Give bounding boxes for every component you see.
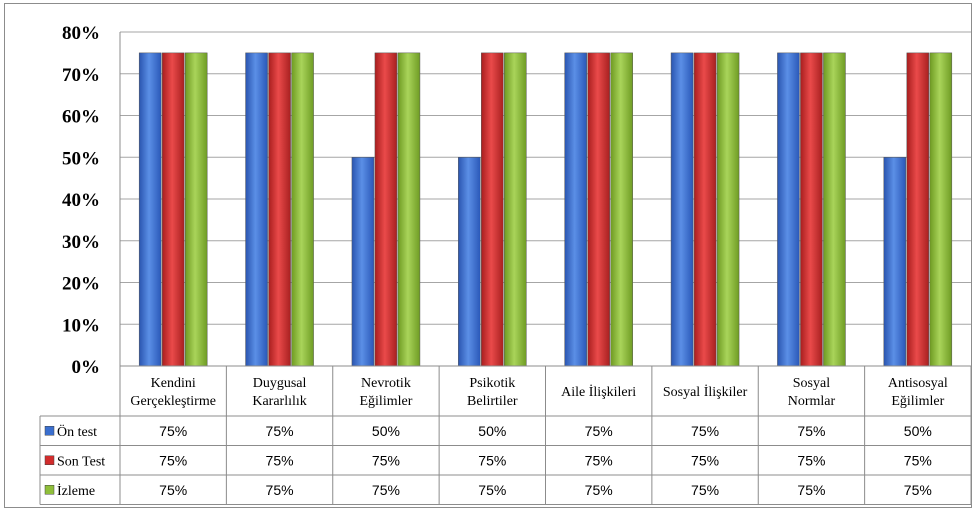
data-label: 75% xyxy=(159,423,187,439)
data-label: 75% xyxy=(797,482,825,498)
legend-label: İzleme xyxy=(57,483,95,499)
data-label: 75% xyxy=(904,452,932,468)
bar xyxy=(184,52,208,367)
y-tick-label: 60% xyxy=(62,107,100,128)
y-tick-label: 80% xyxy=(62,23,100,44)
bar xyxy=(800,52,823,367)
category-label: Eğilimler xyxy=(891,394,944,409)
category-label: Normlar xyxy=(788,394,836,409)
data-label: 50% xyxy=(372,423,400,439)
data-label: 50% xyxy=(904,423,932,439)
y-tick-label: 30% xyxy=(62,232,100,253)
y-tick-label: 20% xyxy=(62,274,100,295)
bar xyxy=(929,52,953,367)
category-label: Belirtiler xyxy=(467,394,518,409)
data-label: 75% xyxy=(691,482,719,498)
data-label: 75% xyxy=(904,482,932,498)
category-label: Duygusal xyxy=(253,376,307,391)
bar xyxy=(245,52,268,367)
bar xyxy=(374,52,398,367)
data-label: 75% xyxy=(159,482,187,498)
bar xyxy=(777,52,800,367)
category-label: Psikotik xyxy=(469,376,515,391)
legend-key xyxy=(44,485,55,495)
category-label: Nevrotik xyxy=(361,376,411,391)
category-label: Sosyal İlişkiler xyxy=(663,384,748,400)
bar xyxy=(587,52,610,367)
legend-key xyxy=(44,455,55,465)
data-label: 75% xyxy=(691,423,719,439)
bar xyxy=(161,52,185,367)
bar xyxy=(397,52,421,367)
data-label: 75% xyxy=(691,452,719,468)
bar xyxy=(564,52,587,367)
bar xyxy=(610,52,633,367)
category-label: Sosyal xyxy=(793,376,830,391)
bar xyxy=(906,52,930,367)
bar xyxy=(823,52,846,367)
category-label: Gerçekleştirme xyxy=(130,394,216,409)
data-label: 75% xyxy=(797,452,825,468)
bar xyxy=(351,157,375,367)
category-label: Eğilimler xyxy=(359,394,412,409)
y-axis: 0% 10% 20% 30% 40% 50% 60% 70% 80% xyxy=(62,23,121,378)
data-label: 75% xyxy=(372,452,400,468)
bar xyxy=(138,52,162,367)
data-label: 50% xyxy=(478,423,506,439)
bar xyxy=(693,52,717,367)
data-label: 75% xyxy=(478,482,506,498)
bar xyxy=(458,157,481,367)
category-label: Aile İlişkileri xyxy=(561,384,636,400)
data-label: 75% xyxy=(372,482,400,498)
legend-label: Ön test xyxy=(57,423,97,440)
y-tick-label: 70% xyxy=(62,65,100,86)
legend-label: Son Test xyxy=(57,454,105,469)
data-label: 75% xyxy=(478,452,506,468)
bar xyxy=(291,52,314,367)
y-tick-label: 40% xyxy=(62,190,100,211)
data-label: 75% xyxy=(159,452,187,468)
data-label: 75% xyxy=(585,423,613,439)
bar xyxy=(481,52,504,367)
bar xyxy=(504,52,527,367)
data-label: 75% xyxy=(266,482,294,498)
data-label: 75% xyxy=(266,452,294,468)
category-label: Kararlılık xyxy=(252,394,306,409)
data-label: 75% xyxy=(585,482,613,498)
y-tick-label: 10% xyxy=(62,315,100,336)
bar xyxy=(716,52,740,367)
bar xyxy=(670,52,694,367)
bar xyxy=(883,157,907,367)
category-label: Antisosyal xyxy=(888,376,948,391)
data-label: 75% xyxy=(585,452,613,468)
bar xyxy=(268,52,291,367)
y-tick-label: 50% xyxy=(62,148,100,169)
category-label: Kendini xyxy=(151,376,196,391)
y-tick-label: 0% xyxy=(72,357,101,378)
data-label: 75% xyxy=(266,423,294,439)
legend-key xyxy=(44,426,55,436)
bars xyxy=(138,52,953,367)
data-label: 75% xyxy=(797,423,825,439)
data-table: Kendini Gerçekleştirme Duygusal Kararlılık N… xyxy=(39,365,972,505)
